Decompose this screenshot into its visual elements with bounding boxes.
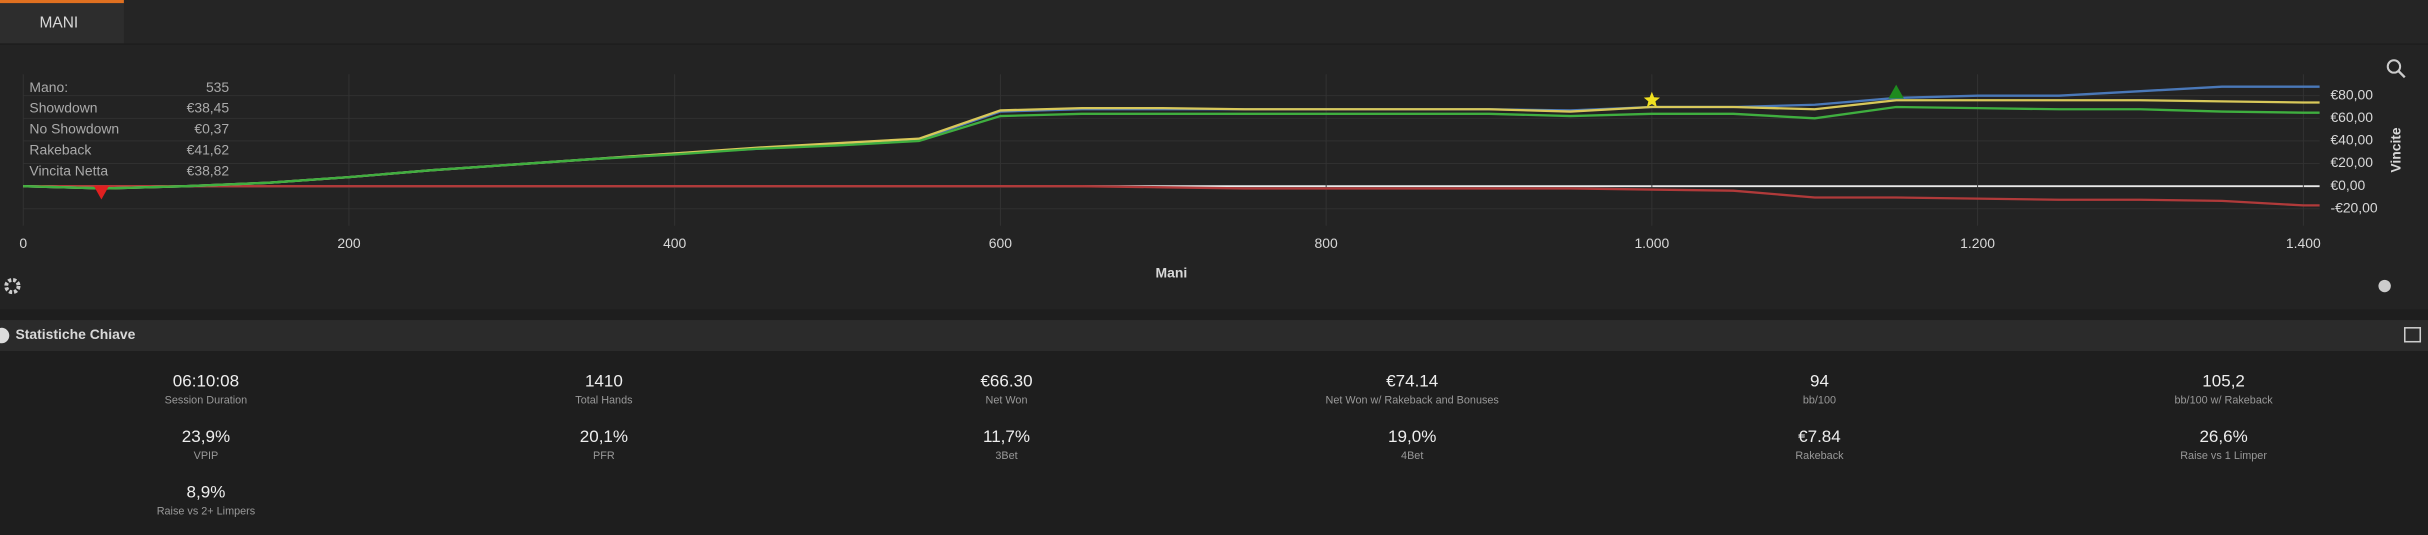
stat-label: bb/100 xyxy=(1803,394,1836,406)
stat-label: VPIP xyxy=(194,450,219,462)
section-bar xyxy=(0,320,2428,351)
stat-label: Net Won w/ Rakeback and Bonuses xyxy=(1326,394,1500,406)
info-label: Rakeback xyxy=(29,141,91,157)
info-label: Showdown xyxy=(29,100,97,116)
marker xyxy=(1888,84,1904,99)
info-value: €0,37 xyxy=(194,121,229,137)
zoom-handle xyxy=(2397,70,2406,79)
zoom-icon[interactable] xyxy=(2386,59,2402,74)
stat-label: Rakeback xyxy=(1795,450,1844,462)
stat-label: Raise vs 1 Limper xyxy=(2180,450,2267,462)
x-tick-label: 1.400 xyxy=(2286,235,2321,251)
stat-value: 11,7% xyxy=(983,427,1030,446)
y-tick-label: €0,00 xyxy=(2330,177,2365,193)
x-tick-label: 400 xyxy=(663,235,686,251)
stat-value: 20,1% xyxy=(580,427,628,446)
info-value: €38,45 xyxy=(187,100,230,116)
x-tick-label: 600 xyxy=(989,235,1012,251)
stat-label: 3Bet xyxy=(995,450,1017,462)
stat-label: 4Bet xyxy=(1401,450,1423,462)
stat-value: €7.84 xyxy=(1798,427,1841,446)
stat-label: PFR xyxy=(593,450,615,462)
stat-label: bb/100 w/ Rakeback xyxy=(2175,394,2274,406)
y-tick-label: €60,00 xyxy=(2330,109,2373,125)
y-axis-title: Vincite xyxy=(2388,127,2404,173)
info-icon[interactable] xyxy=(2378,279,2391,293)
x-tick-label: 1.000 xyxy=(1634,235,1669,251)
y-tick-label: -€20,00 xyxy=(2330,199,2377,215)
chart-panel xyxy=(0,44,2428,310)
tab-bar xyxy=(0,0,2428,44)
stat-value: €66.30 xyxy=(980,371,1032,390)
y-tick-label: €80,00 xyxy=(2330,86,2373,102)
info-value: 535 xyxy=(206,79,229,95)
info-value: €41,62 xyxy=(187,141,230,157)
x-tick-label: 0 xyxy=(19,235,27,251)
stat-value: 19,0% xyxy=(1388,427,1436,446)
x-axis-title: Mani xyxy=(1156,264,1188,280)
stat-value: 105,2 xyxy=(2202,371,2245,390)
stat-label: Net Won xyxy=(986,394,1028,406)
y-tick-label: €20,00 xyxy=(2330,154,2373,170)
stat-value: 1410 xyxy=(585,371,623,390)
tab-label[interactable]: MANI xyxy=(39,14,78,31)
y-tick-label: €40,00 xyxy=(2330,132,2373,148)
tab[interactable] xyxy=(0,0,124,44)
stat-value: €74.14 xyxy=(1386,371,1438,390)
series-line xyxy=(23,185,2320,207)
stat-value: 23,9% xyxy=(182,427,230,446)
x-tick-label: 800 xyxy=(1315,235,1338,251)
stat-label: Raise vs 2+ Limpers xyxy=(157,506,256,518)
stat-value: 26,6% xyxy=(2199,427,2247,446)
section-title: Statistiche Chiave xyxy=(15,326,135,342)
stat-value: 8,9% xyxy=(187,483,226,502)
collapse-icon[interactable] xyxy=(0,327,10,344)
info-label: Mano: xyxy=(29,79,68,95)
stat-value: 94 xyxy=(1810,371,1829,390)
stat-label: Total Hands xyxy=(575,394,633,406)
stat-label: Session Duration xyxy=(165,394,248,406)
info-value: €38,82 xyxy=(187,162,230,178)
marker xyxy=(93,185,110,200)
x-tick-label: 200 xyxy=(337,235,360,251)
tab-indicator xyxy=(0,0,124,4)
layout-icon[interactable] xyxy=(2403,327,2422,343)
x-tick-label: 1.200 xyxy=(1960,235,1995,251)
info-label: No Showdown xyxy=(29,121,119,137)
stat-value: 06:10:08 xyxy=(173,371,239,390)
marker xyxy=(1643,91,1660,108)
info-label: Vincita Netta xyxy=(29,162,108,178)
series-line xyxy=(23,105,2320,190)
